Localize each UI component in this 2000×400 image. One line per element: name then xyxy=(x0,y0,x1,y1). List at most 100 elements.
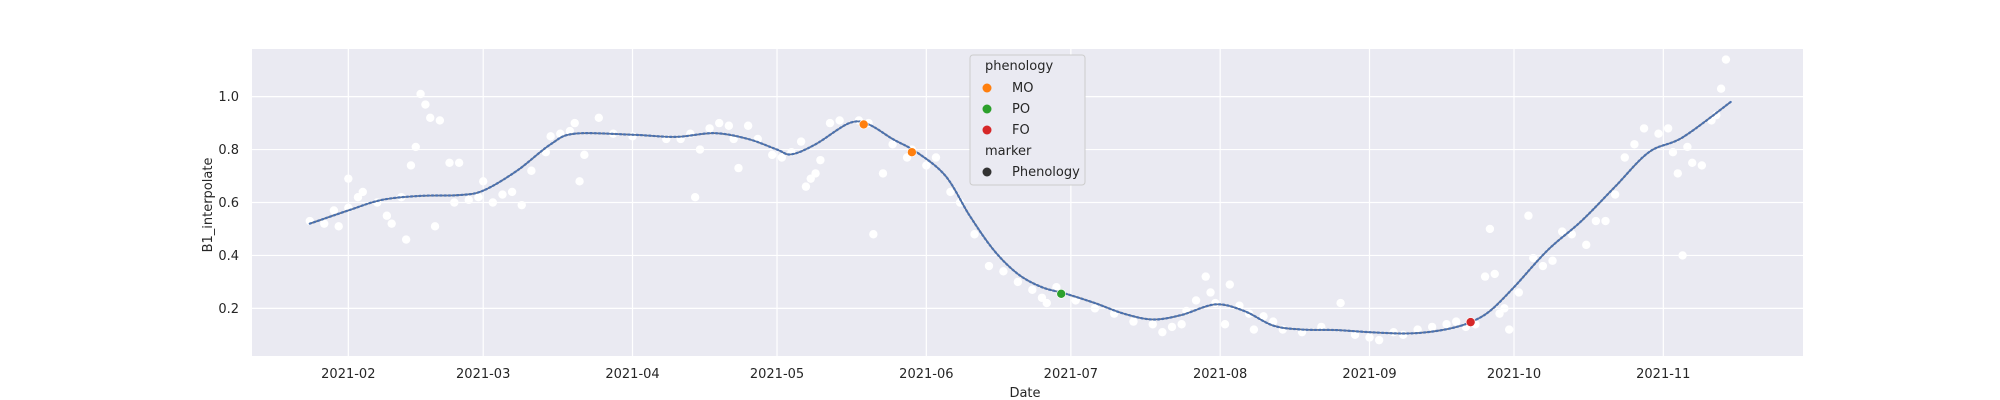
y-tick-label: 0.4 xyxy=(218,249,239,264)
raw-point xyxy=(498,190,507,199)
raw-point xyxy=(724,121,734,130)
y-tick-label: 0.8 xyxy=(218,143,239,158)
raw-point xyxy=(445,158,454,168)
raw-point xyxy=(1697,161,1707,170)
x-tick-label: 2021-05 xyxy=(750,367,804,382)
raw-point xyxy=(454,158,464,168)
raw-point xyxy=(1548,256,1557,265)
raw-point xyxy=(411,142,420,152)
raw-point xyxy=(946,187,955,197)
raw-point xyxy=(931,153,941,162)
raw-point xyxy=(1529,253,1538,263)
raw-point xyxy=(888,140,897,149)
raw-point xyxy=(1668,148,1678,157)
raw-point xyxy=(527,166,536,175)
raw-point xyxy=(835,116,844,125)
raw-point xyxy=(1654,129,1663,138)
raw-point xyxy=(922,161,931,170)
y-tick-label: 1.0 xyxy=(218,90,239,105)
raw-point xyxy=(1620,153,1629,162)
raw-point xyxy=(435,116,445,125)
raw-point xyxy=(1582,240,1591,250)
raw-point xyxy=(878,169,888,178)
raw-point xyxy=(1206,288,1215,297)
raw-point xyxy=(1225,280,1235,289)
raw-point xyxy=(1350,330,1360,340)
raw-point xyxy=(1167,322,1177,332)
raw-point xyxy=(1413,325,1422,334)
legend-marker-phenology xyxy=(982,167,992,177)
x-tick-label: 2021-07 xyxy=(1044,367,1098,382)
raw-point xyxy=(743,121,753,130)
raw-point xyxy=(1610,190,1620,199)
raw-point xyxy=(1678,251,1687,260)
raw-point xyxy=(1663,124,1673,133)
raw-point xyxy=(628,132,637,141)
raw-point xyxy=(570,118,579,128)
raw-point xyxy=(358,187,367,197)
y-tick-label: 0.6 xyxy=(218,196,239,211)
raw-point xyxy=(1683,142,1692,152)
phenology-point-fo xyxy=(1465,317,1476,327)
legend-label-fo: FO xyxy=(1012,123,1030,138)
raw-point xyxy=(1365,333,1374,342)
raw-point xyxy=(565,126,575,136)
raw-point xyxy=(1442,320,1451,329)
x-tick-label: 2021-03 xyxy=(456,367,510,382)
raw-point xyxy=(1673,169,1682,178)
raw-point xyxy=(464,195,473,205)
raw-point xyxy=(488,198,498,207)
legend-label-mo: MO xyxy=(1012,81,1033,96)
raw-point xyxy=(734,163,743,173)
raw-point xyxy=(1514,288,1524,297)
raw-point xyxy=(320,219,329,228)
raw-point xyxy=(1716,84,1726,93)
raw-point xyxy=(1052,282,1061,292)
raw-point xyxy=(1639,124,1649,133)
legend-box xyxy=(969,54,1086,186)
raw-point xyxy=(984,261,994,271)
raw-point xyxy=(1427,322,1437,332)
raw-point xyxy=(1688,158,1697,168)
raw-point xyxy=(1201,272,1210,281)
raw-point xyxy=(580,150,589,160)
legend-marker-mo xyxy=(982,83,992,93)
legend-marker-title: marker xyxy=(985,144,1032,159)
raw-point xyxy=(1177,320,1186,329)
raw-point xyxy=(1090,304,1100,313)
x-tick-label: 2021-08 xyxy=(1193,367,1247,382)
raw-point xyxy=(1129,317,1138,326)
raw-point xyxy=(705,124,714,133)
y-tick-labels: 0.2 0.4 0.6 0.8 1.0 xyxy=(218,90,239,317)
raw-point xyxy=(777,153,787,162)
raw-point xyxy=(474,193,483,202)
raw-point xyxy=(329,206,339,215)
x-tick-label: 2021-09 xyxy=(1342,367,1396,382)
raw-point xyxy=(801,182,811,191)
raw-point xyxy=(1500,304,1509,313)
raw-point xyxy=(1538,261,1548,271)
raw-point xyxy=(1712,110,1721,120)
raw-point xyxy=(1336,298,1345,308)
raw-point xyxy=(426,113,435,123)
raw-point xyxy=(1399,330,1408,340)
legend-marker-fo xyxy=(982,125,992,135)
raw-point xyxy=(1013,277,1023,287)
raw-point xyxy=(695,145,705,154)
raw-point xyxy=(406,161,416,170)
x-tick-label: 2021-11 xyxy=(1636,367,1690,382)
x-tick-label: 2021-04 xyxy=(605,367,659,382)
raw-point xyxy=(729,134,738,144)
raw-point xyxy=(1480,272,1490,281)
x-tick-label: 2021-10 xyxy=(1487,367,1541,382)
raw-point xyxy=(594,113,604,123)
raw-point xyxy=(382,211,392,220)
raw-points xyxy=(305,55,1731,345)
raw-point xyxy=(768,150,777,160)
phenology-markers xyxy=(858,119,1476,327)
raw-point xyxy=(1249,325,1259,334)
raw-point xyxy=(421,100,430,109)
raw-point xyxy=(1191,296,1201,305)
raw-point xyxy=(1451,317,1461,326)
